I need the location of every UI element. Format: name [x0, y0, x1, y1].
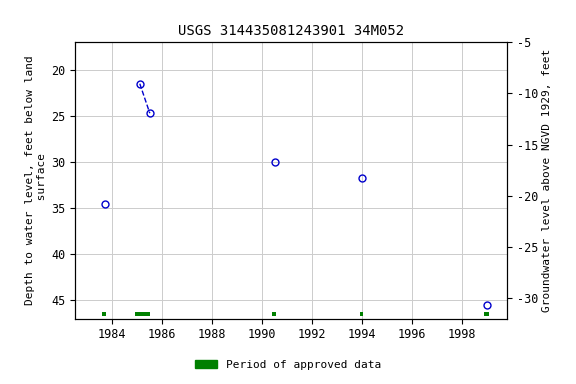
- Bar: [135, 313, 150, 316]
- Bar: [103, 313, 106, 316]
- Legend: Period of approved data: Period of approved data: [191, 356, 385, 375]
- Bar: [359, 313, 363, 316]
- Bar: [272, 313, 276, 316]
- Y-axis label: Depth to water level, feet below land
 surface: Depth to water level, feet below land su…: [25, 56, 47, 305]
- Title: USGS 314435081243901 34M052: USGS 314435081243901 34M052: [178, 24, 404, 38]
- Bar: [484, 313, 490, 316]
- Y-axis label: Groundwater level above NGVD 1929, feet: Groundwater level above NGVD 1929, feet: [542, 49, 552, 312]
